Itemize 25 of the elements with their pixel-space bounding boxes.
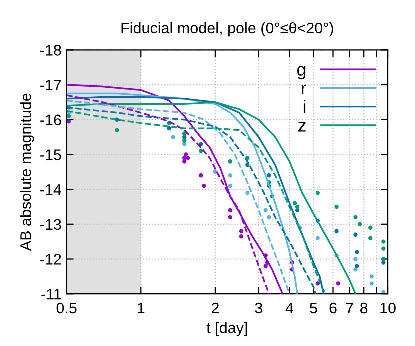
- y-tick-label: -13: [40, 219, 62, 230]
- y-tick-label: -16: [40, 114, 62, 126]
- chart-title: Fiducial model, pole (0°≤θ<20°): [122, 22, 334, 37]
- x-tick-label: 7: [346, 302, 354, 314]
- x-tick-label: 5: [310, 302, 318, 314]
- legend-label: i: [304, 100, 306, 114]
- x-axis-title: t [day]: [206, 322, 248, 336]
- x-tick-label: 3: [255, 302, 263, 314]
- y-tick-label: -18: [40, 45, 62, 56]
- y-tick-label: -15: [40, 150, 62, 160]
- y-tick-label: -14: [40, 184, 62, 196]
- y-axis-title: AB absolute magnitude: [20, 94, 34, 252]
- y-tick-label: -17: [40, 80, 62, 91]
- legend-label: g: [297, 66, 306, 80]
- legend-label: z: [298, 122, 306, 132]
- x-tick-label: 1: [138, 302, 145, 314]
- y-tick-label: -12: [40, 254, 62, 265]
- y-tick-label: -11: [42, 289, 62, 300]
- x-tick-label: 2: [212, 302, 219, 314]
- legend-label: r: [302, 84, 306, 95]
- x-tick-label: 0.5: [56, 302, 77, 314]
- x-tick-label: 8: [360, 302, 368, 314]
- x-tick-label: 10: [380, 302, 396, 314]
- x-tick-label: 4: [286, 302, 294, 314]
- x-tick-label: 6: [330, 302, 337, 314]
